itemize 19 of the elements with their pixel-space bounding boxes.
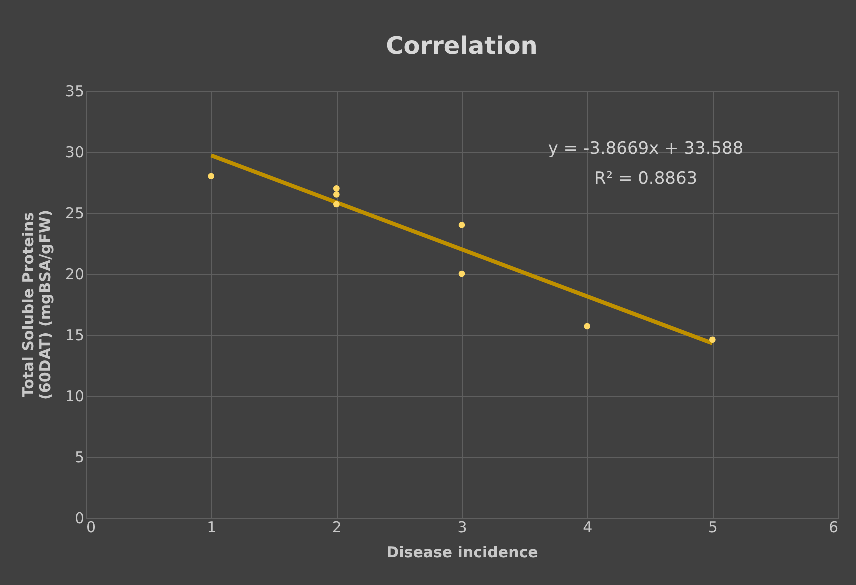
annotation: y = -3.8669x + 33.588 <box>548 139 744 159</box>
y-tick-label: 30 <box>65 144 84 162</box>
y-axis-title: Total Soluble Proteins (60DAT) (mgBSA/gFW) <box>19 210 54 400</box>
x-tick-label: 6 <box>828 518 838 536</box>
x-tick-label: 3 <box>458 518 468 536</box>
x-axis-title: Disease incidence <box>386 544 538 562</box>
x-tick-label: 0 <box>86 518 96 536</box>
y-tick-label: 35 <box>65 82 84 100</box>
y-tick-label: 10 <box>65 388 84 406</box>
x-tick-label: 1 <box>207 518 217 536</box>
y-tick-label: 20 <box>65 266 84 284</box>
chart-title: Correlation <box>386 32 538 60</box>
y-tick-label: 5 <box>74 448 84 466</box>
x-tick-label: 5 <box>708 518 718 536</box>
x-tick-label: 4 <box>583 518 593 536</box>
x-tick-label: 2 <box>332 518 342 536</box>
annotation: R² = 0.8863 <box>594 169 698 189</box>
y-tick-label: 25 <box>65 204 84 222</box>
y-tick-label: 15 <box>65 326 84 344</box>
